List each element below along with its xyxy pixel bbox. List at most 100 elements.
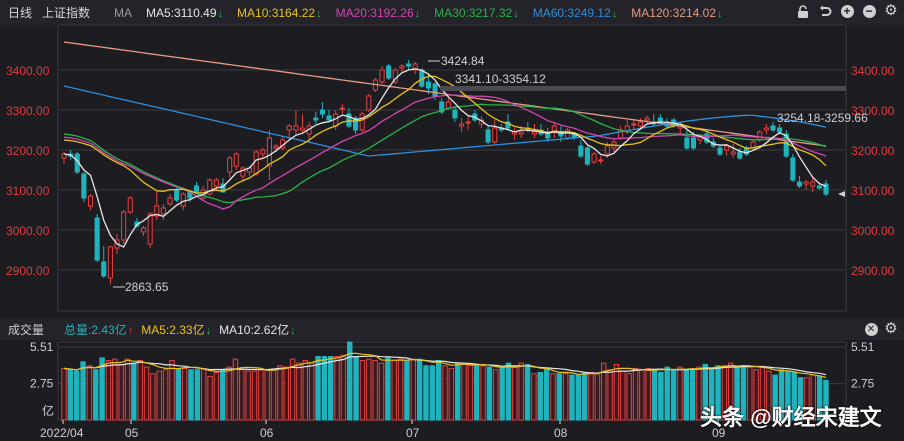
volume-bar[interactable] <box>728 362 734 421</box>
candlestick[interactable] <box>598 156 604 164</box>
candlestick[interactable] <box>551 122 557 138</box>
candlestick[interactable] <box>717 144 723 156</box>
volume-bar[interactable] <box>61 367 67 421</box>
candlestick[interactable] <box>823 180 829 196</box>
volume-bar[interactable] <box>213 371 220 421</box>
candlestick[interactable] <box>127 196 133 214</box>
volume-bar[interactable] <box>86 365 93 421</box>
volume-bar[interactable] <box>245 370 251 421</box>
candlestick[interactable] <box>319 102 325 118</box>
volume-bar[interactable] <box>99 357 105 421</box>
volume-bar[interactable] <box>797 377 804 421</box>
volume-bar[interactable] <box>93 369 99 421</box>
candlestick[interactable] <box>810 178 816 192</box>
volume-bar[interactable] <box>442 365 448 421</box>
volume-bar[interactable] <box>327 356 334 421</box>
candlestick[interactable] <box>160 204 166 220</box>
volume-bar[interactable] <box>188 369 194 421</box>
volume-bar[interactable] <box>772 374 778 421</box>
candlestick[interactable] <box>81 172 87 202</box>
candlestick[interactable] <box>631 120 637 130</box>
volume-bar[interactable] <box>474 365 480 421</box>
volume-bar[interactable] <box>645 367 651 421</box>
volume-bar[interactable] <box>169 360 175 421</box>
candlestick[interactable] <box>492 120 498 144</box>
volume-bar[interactable] <box>137 360 143 421</box>
candlestick[interactable] <box>704 132 710 144</box>
candlestick[interactable] <box>326 110 332 122</box>
volume-bar[interactable] <box>613 363 620 421</box>
ma-indicator-label[interactable]: MA <box>114 5 133 20</box>
zoom-in-icon[interactable]: + <box>840 4 854 18</box>
volume-bar[interactable] <box>105 360 112 421</box>
volume-bar[interactable] <box>581 371 588 421</box>
candlestick[interactable] <box>94 214 100 262</box>
volume-bar[interactable] <box>658 371 664 421</box>
candlestick[interactable] <box>293 110 299 134</box>
volume-bar[interactable] <box>689 369 696 421</box>
volume-bar[interactable] <box>73 370 80 421</box>
volume-bar[interactable] <box>397 358 404 421</box>
volume-bar[interactable] <box>270 369 277 421</box>
undo-icon[interactable] <box>818 4 832 18</box>
volume-bar[interactable] <box>594 373 601 421</box>
candlestick[interactable] <box>227 156 233 178</box>
candlestick[interactable] <box>452 106 458 122</box>
volume-bar[interactable] <box>601 362 607 421</box>
candlestick[interactable] <box>207 178 213 196</box>
candlestick[interactable] <box>359 112 365 132</box>
volume-bar[interactable] <box>766 370 772 421</box>
volume-bar[interactable] <box>416 358 423 421</box>
volume-bar[interactable] <box>207 375 213 421</box>
volume-bar[interactable] <box>804 377 810 421</box>
candlestick[interactable] <box>737 148 743 160</box>
volume-bar[interactable] <box>334 356 340 421</box>
candlestick[interactable] <box>147 212 153 248</box>
candlestick[interactable] <box>796 176 803 188</box>
volume-bar[interactable] <box>251 370 258 421</box>
candlestick[interactable] <box>790 154 796 182</box>
volume-bar[interactable] <box>499 367 505 421</box>
volume-bar[interactable] <box>359 360 366 421</box>
volume-bar[interactable] <box>391 360 397 421</box>
candlestick[interactable] <box>280 136 286 150</box>
volume-bar[interactable] <box>150 373 156 421</box>
volume-bar[interactable] <box>626 373 632 421</box>
candlestick[interactable] <box>260 148 266 158</box>
candlestick[interactable] <box>233 152 239 170</box>
volume-bar[interactable] <box>131 362 137 421</box>
volume-bar[interactable] <box>639 369 645 421</box>
candlestick[interactable] <box>140 226 147 236</box>
volume-bar[interactable] <box>156 370 162 421</box>
gear-icon[interactable]: ⚙ <box>884 2 898 19</box>
volume-bar[interactable] <box>302 360 309 421</box>
volume-bar[interactable] <box>575 374 582 421</box>
gear-icon[interactable]: ⚙ <box>884 320 898 337</box>
volume-bar[interactable] <box>607 369 613 421</box>
candlestick[interactable] <box>439 98 445 114</box>
volume-bar[interactable] <box>486 366 493 421</box>
volume-bar[interactable] <box>448 367 455 421</box>
candlestick[interactable] <box>770 122 776 132</box>
candlestick[interactable] <box>366 94 372 112</box>
volume-bar[interactable] <box>531 373 537 421</box>
volume-bar[interactable] <box>264 369 270 421</box>
candlestick[interactable] <box>339 104 345 114</box>
volume-bar[interactable] <box>620 370 626 421</box>
volume-bar[interactable] <box>289 358 296 421</box>
volume-bar[interactable] <box>372 360 378 421</box>
candlestick[interactable] <box>193 182 200 194</box>
candlestick[interactable] <box>505 114 511 130</box>
volume-bar[interactable] <box>454 362 461 421</box>
volume-bar[interactable] <box>404 360 410 421</box>
volume-bar[interactable] <box>315 356 321 421</box>
candlestick[interactable] <box>240 166 246 182</box>
candlestick[interactable] <box>412 62 418 74</box>
volume-bar[interactable] <box>296 362 302 421</box>
volume-bar[interactable] <box>353 356 359 421</box>
volume-bar[interactable] <box>461 362 467 421</box>
volume-bar[interactable] <box>702 363 709 421</box>
volume-bar[interactable] <box>747 366 753 421</box>
candlestick[interactable] <box>379 66 385 84</box>
